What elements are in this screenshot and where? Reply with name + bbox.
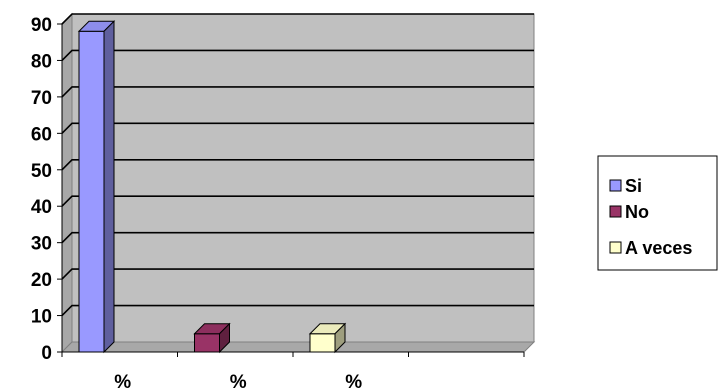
- bar-0-0: [77, 20, 116, 354]
- gridline: [61, 304, 534, 317]
- bar-front: [309, 333, 336, 353]
- bar-side: [103, 20, 115, 354]
- plot-floor: [60, 341, 536, 353]
- y-tick-label: 60: [31, 124, 52, 145]
- y-tick-label: 50: [31, 161, 52, 182]
- y-tick-label: 30: [31, 234, 52, 255]
- legend-label: No: [625, 202, 649, 222]
- gridline: [61, 13, 534, 25]
- bar-side: [334, 322, 346, 354]
- y-tick-label: 0: [41, 343, 52, 364]
- legend-swatch: [609, 241, 622, 254]
- gridline: [61, 231, 534, 244]
- y-tick-label: 10: [31, 307, 52, 328]
- legend-label: A veces: [625, 238, 692, 258]
- bar-front: [194, 333, 220, 353]
- gridline: [61, 158, 534, 171]
- plot-back-wall: [71, 13, 535, 343]
- y-tick-label: 40: [31, 197, 52, 218]
- gridline: [61, 86, 534, 98]
- bar-front: [78, 30, 105, 353]
- y-tick-label: 20: [31, 270, 52, 291]
- x-tick-label: %: [114, 372, 131, 392]
- legend: Si No A veces: [597, 155, 718, 271]
- x-axis: %%%: [61, 351, 525, 392]
- y-tick-label: 90: [31, 15, 52, 36]
- gridline: [61, 268, 534, 280]
- gridline: [61, 195, 534, 207]
- plot-area: [60, 12, 536, 354]
- gridline: [61, 49, 534, 62]
- legend-swatch: [609, 179, 622, 192]
- bars: [77, 20, 347, 354]
- gridline: [61, 122, 534, 134]
- y-tick-label: 70: [31, 88, 52, 109]
- y-axis: 0 10 20 30 40 50 60 70 80 90: [31, 15, 63, 364]
- y-tick-label: 80: [31, 51, 52, 72]
- bar-2-2: [308, 322, 347, 354]
- x-tick-label: %: [230, 372, 247, 392]
- bar-1-1: [193, 322, 231, 354]
- legend-swatch: [609, 205, 622, 218]
- x-tick-label: %: [345, 372, 362, 392]
- plot-side-wall: [61, 12, 73, 354]
- bar-side: [219, 322, 230, 354]
- legend-label: Si: [625, 176, 642, 196]
